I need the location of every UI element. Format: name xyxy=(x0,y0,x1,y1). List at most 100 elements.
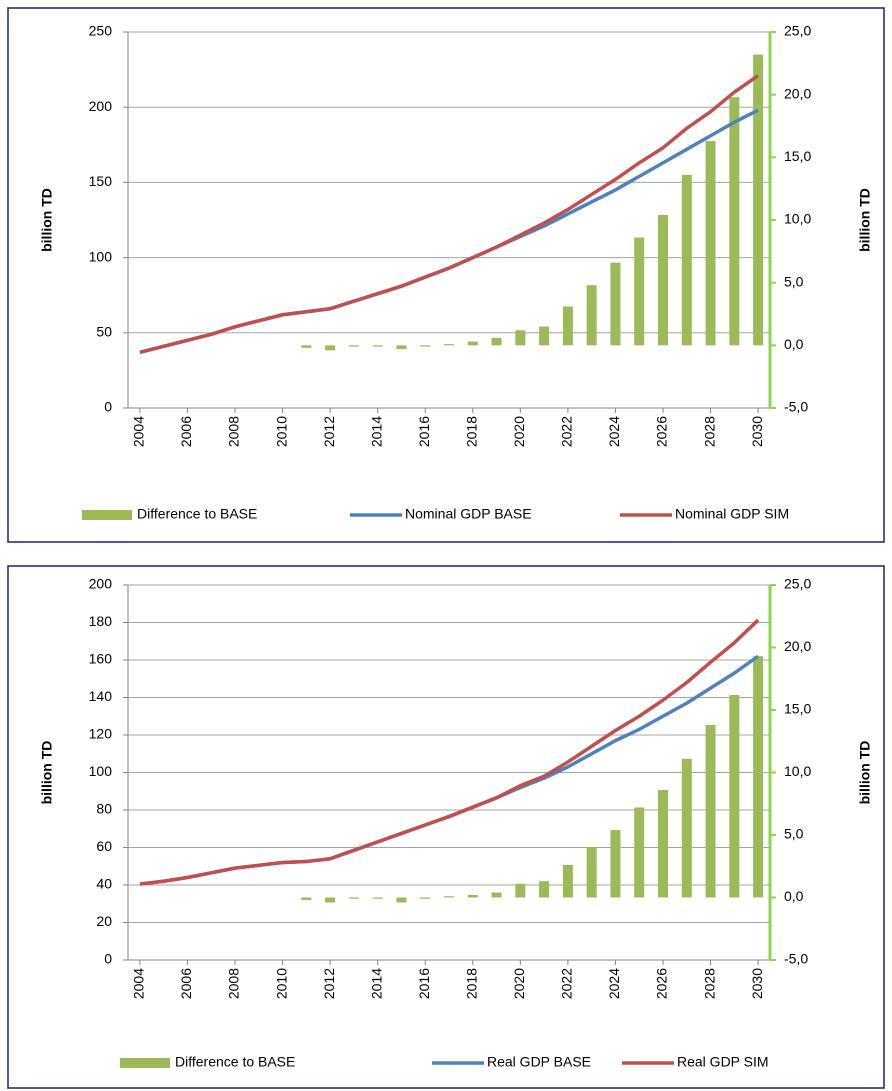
line xyxy=(139,618,760,886)
x-tick-label: 2030 xyxy=(749,416,765,447)
x-tick-label: 2010 xyxy=(273,416,289,447)
bar xyxy=(539,326,550,346)
bar xyxy=(348,345,359,347)
y-tick-label: 150 xyxy=(89,173,113,189)
bar xyxy=(515,883,526,898)
y-tick-label: 200 xyxy=(89,576,113,592)
legend-swatch xyxy=(82,510,132,520)
y2-tick-label: 5,0 xyxy=(784,273,804,289)
legend-label: Nominal GDP BASE xyxy=(405,506,532,522)
x-tick-label: 2028 xyxy=(701,968,717,999)
y-tick-label: 80 xyxy=(96,801,112,817)
bar xyxy=(420,897,431,899)
x-tick-label: 2020 xyxy=(511,416,527,447)
legend-label: Real GDP BASE xyxy=(487,1054,591,1070)
bar xyxy=(325,897,336,903)
y2-tick-label: 5,0 xyxy=(784,826,804,842)
x-tick-label: 2024 xyxy=(606,416,622,447)
y-tick-label: 200 xyxy=(89,98,113,114)
x-tick-label: 2014 xyxy=(368,416,384,447)
bar xyxy=(658,214,668,346)
y-axis-title: billion TD xyxy=(39,741,55,805)
y-tick-label: 250 xyxy=(89,23,113,39)
x-tick-label: 2016 xyxy=(416,968,432,999)
y-tick-label: 0 xyxy=(104,399,112,415)
x-tick-label: 2012 xyxy=(321,968,337,999)
x-tick-label: 2018 xyxy=(463,968,479,999)
y-tick-label: 100 xyxy=(89,763,113,779)
y-tick-label: 100 xyxy=(89,248,113,264)
x-tick-label: 2022 xyxy=(559,968,575,999)
x-tick-label: 2030 xyxy=(749,968,765,999)
y-tick-label: 0 xyxy=(104,951,112,967)
y2-tick-label: 25,0 xyxy=(784,576,811,592)
bar xyxy=(753,656,764,898)
y-axis-title: billion TD xyxy=(39,188,55,252)
y2-axis-title: billion TD xyxy=(857,741,873,805)
y-tick-label: 160 xyxy=(89,651,113,667)
y2-tick-label: 20,0 xyxy=(784,85,811,101)
bar xyxy=(705,725,716,898)
x-tick-label: 2018 xyxy=(463,416,479,447)
bar xyxy=(372,345,383,347)
y2-tick-label: 15,0 xyxy=(784,148,811,164)
y2-tick-label: 25,0 xyxy=(784,23,811,39)
y2-tick-label: 10,0 xyxy=(784,211,811,227)
bar xyxy=(396,897,407,903)
bar xyxy=(491,892,502,898)
x-tick-label: 2004 xyxy=(131,968,147,999)
legend-swatch xyxy=(120,1058,170,1068)
y-tick-label: 50 xyxy=(96,324,112,340)
bar xyxy=(705,141,716,346)
x-tick-label: 2004 xyxy=(131,416,147,447)
x-tick-label: 2022 xyxy=(559,416,575,447)
bar xyxy=(467,341,478,346)
bar xyxy=(658,790,668,898)
x-tick-label: 2012 xyxy=(321,416,337,447)
bar xyxy=(396,345,407,350)
y-tick-label: 120 xyxy=(89,726,113,742)
bar xyxy=(753,54,764,346)
bar xyxy=(420,345,431,347)
bar xyxy=(301,897,312,900)
x-tick-label: 2016 xyxy=(416,416,432,447)
bar xyxy=(729,695,740,898)
y2-tick-label: 0,0 xyxy=(784,336,804,352)
bar xyxy=(586,285,597,346)
legend-label: Difference to BASE xyxy=(175,1054,295,1070)
bar xyxy=(515,330,526,346)
x-tick-label: 2026 xyxy=(654,968,670,999)
x-tick-label: 2024 xyxy=(606,968,622,999)
x-tick-label: 2010 xyxy=(273,968,289,999)
bar xyxy=(681,758,692,898)
bar xyxy=(348,897,359,899)
y2-tick-label: 20,0 xyxy=(784,638,811,654)
y2-tick-label: -5,0 xyxy=(784,951,808,967)
y2-tick-label: 0,0 xyxy=(784,888,804,904)
y2-axis-title: billion TD xyxy=(857,188,873,252)
y-tick-label: 60 xyxy=(96,838,112,854)
chart-frame xyxy=(7,565,885,1089)
y2-tick-label: -5,0 xyxy=(784,399,808,415)
y2-tick-label: 15,0 xyxy=(784,701,811,717)
legend-label: Nominal GDP SIM xyxy=(675,506,789,522)
legend-label: Real GDP SIM xyxy=(677,1054,769,1070)
x-tick-label: 2008 xyxy=(226,968,242,999)
bar xyxy=(562,865,573,898)
bar xyxy=(681,174,692,346)
bar xyxy=(539,881,550,898)
bar xyxy=(467,895,478,898)
y-tick-label: 140 xyxy=(89,688,113,704)
line xyxy=(139,74,760,355)
bar xyxy=(444,344,454,346)
bar xyxy=(610,830,621,898)
bar xyxy=(634,807,645,898)
bar xyxy=(301,345,312,348)
chart-frame xyxy=(7,7,885,543)
bar xyxy=(325,345,336,351)
bar xyxy=(444,896,454,898)
bar xyxy=(586,847,597,898)
x-tick-label: 2008 xyxy=(226,416,242,447)
